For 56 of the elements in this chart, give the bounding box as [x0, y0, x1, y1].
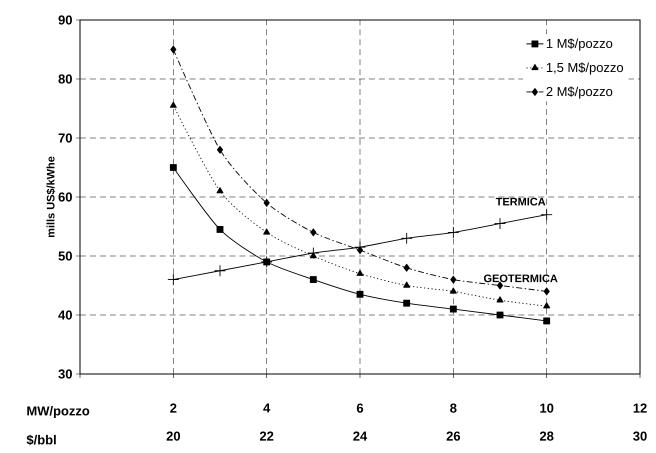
legend-label: 1 M$/pozzo [546, 38, 612, 51]
y-tick-label: 70 [58, 133, 72, 143]
point [496, 312, 504, 318]
point [543, 317, 550, 324]
point [540, 208, 553, 221]
x-tick-label: 2 [170, 404, 176, 413]
point [310, 228, 316, 236]
x-axis-title: MW/pozzo [27, 406, 90, 418]
y-axis-title: mills US$/kWhe [46, 156, 56, 238]
annotation: GEOTERMICA [484, 274, 558, 282]
y-tick-label: 30 [58, 369, 72, 379]
point [216, 187, 224, 194]
x2-tick-label: 22 [260, 432, 274, 441]
point [310, 276, 317, 284]
point [450, 276, 456, 284]
legend-label: 1,5 M$/pozzo [546, 62, 624, 75]
y-tick-label: 50 [58, 251, 72, 261]
x2-tick-label: 28 [540, 432, 554, 441]
point [403, 300, 410, 307]
point [263, 228, 270, 235]
y-tick-label: 90 [58, 15, 72, 25]
point [496, 296, 504, 302]
annotation: TERMICA [496, 198, 546, 206]
point [403, 282, 410, 288]
point [544, 287, 550, 296]
point [170, 46, 176, 54]
point [170, 102, 177, 108]
point [543, 302, 550, 308]
x2-tick-label: 20 [166, 432, 180, 441]
x2-tick-label: 26 [446, 432, 460, 441]
point [404, 264, 410, 272]
point [447, 226, 460, 238]
x2-tick-label: 30 [633, 432, 647, 441]
legend-label: 2 M$/pozzo [546, 86, 612, 99]
x2-tick-label: 24 [353, 432, 368, 441]
point [264, 198, 270, 207]
point [400, 232, 413, 244]
x-tick-label: 4 [263, 404, 270, 412]
point [494, 218, 506, 230]
x-tick-label: 8 [450, 404, 457, 413]
point [170, 164, 177, 171]
y-tick-label: 60 [58, 192, 72, 202]
point [356, 270, 364, 276]
point [450, 306, 457, 313]
x-tick-label: 10 [540, 404, 554, 413]
point [214, 264, 226, 277]
point [216, 146, 224, 154]
x2-axis-title: $/bbl [26, 434, 56, 446]
point [356, 290, 364, 298]
point [216, 226, 224, 233]
y-tick-label: 80 [58, 74, 72, 84]
x-tick-label: 12 [634, 404, 647, 413]
y-tick-label: 40 [58, 310, 72, 320]
point [167, 274, 180, 286]
x-tick-label: 6 [356, 404, 364, 413]
point [450, 287, 457, 294]
